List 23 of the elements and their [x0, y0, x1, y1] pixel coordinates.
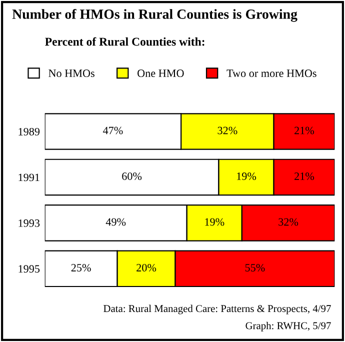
- legend-label: No HMOs: [48, 70, 94, 78]
- y-tick-label: 1989: [18, 128, 40, 136]
- chart-title: Number of HMOs in Rural Counties is Growing: [12, 8, 298, 22]
- data-label: 55%: [245, 264, 265, 272]
- legend-label: One HMO: [138, 70, 184, 78]
- data-label: 20%: [136, 264, 156, 272]
- data-label: 19%: [205, 218, 224, 226]
- data-label: 21%: [294, 172, 314, 180]
- data-label: 32%: [278, 218, 298, 226]
- legend-label: Two or more HMOs: [226, 70, 316, 78]
- data-label: 49%: [106, 218, 126, 226]
- data-label: 47%: [102, 126, 123, 134]
- y-tick-label: 1991: [18, 174, 40, 182]
- data-label: 21%: [294, 126, 314, 134]
- data-label: 32%: [218, 126, 238, 134]
- text: Data: Rural Managed Care: Patterns & Prospects, 4/97: [104, 304, 331, 314]
- y-tick-label: 1995: [18, 265, 40, 273]
- data-label: 25%: [71, 264, 91, 272]
- y-tick-label: 1993: [18, 219, 40, 227]
- data-label: 19%: [237, 172, 256, 180]
- data-label: 60%: [122, 172, 142, 180]
- chart-subtitle: Percent of Rural Counties with:: [45, 37, 204, 46]
- text: Graph: RWHC, 5/97: [246, 322, 331, 332]
